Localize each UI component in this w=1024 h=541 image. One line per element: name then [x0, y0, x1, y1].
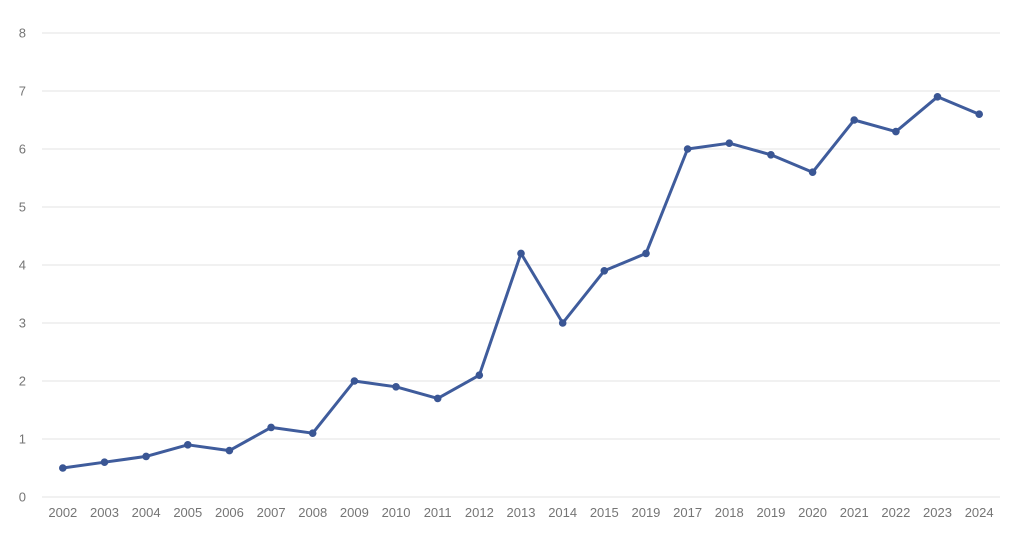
data-point	[142, 452, 150, 461]
data-point	[100, 458, 109, 467]
data-point	[808, 168, 817, 176]
data-point	[517, 249, 525, 258]
x-tick-label: 2024	[965, 505, 994, 520]
x-tick-label: 2007	[257, 505, 286, 520]
x-tick-label: 2004	[132, 505, 161, 520]
x-tick-label: 2003	[90, 505, 119, 520]
x-tick-label: 2019	[631, 505, 660, 520]
data-point	[975, 110, 983, 118]
data-point	[767, 151, 775, 159]
data-point	[392, 383, 400, 391]
data-point	[642, 249, 650, 258]
data-point	[600, 267, 609, 275]
y-tick-label: 0	[19, 490, 26, 505]
x-tick-label: 2020	[798, 505, 827, 520]
data-point	[933, 93, 942, 101]
x-tick-label: 2022	[881, 505, 910, 520]
x-tick-label: 2008	[298, 505, 327, 520]
y-tick-label: 5	[19, 200, 26, 215]
x-tick-label: 2014	[548, 505, 577, 520]
y-tick-label: 6	[19, 142, 26, 157]
y-tick-label: 3	[19, 316, 26, 331]
x-tick-label: 2002	[48, 505, 77, 520]
data-point	[892, 127, 900, 136]
x-tick-label: 2009	[340, 505, 369, 520]
x-tick-label: 2018	[715, 505, 744, 520]
x-tick-label: 2015	[590, 505, 619, 520]
data-point	[558, 319, 567, 327]
y-tick-label: 2	[19, 374, 26, 389]
data-point	[683, 145, 692, 153]
x-tick-label: 2011	[424, 505, 452, 520]
data-point	[184, 441, 192, 449]
y-tick-label: 1	[19, 432, 26, 447]
data-point	[475, 371, 484, 380]
data-point	[725, 139, 734, 147]
data-point	[850, 116, 858, 124]
x-tick-label: 2023	[923, 505, 952, 520]
y-tick-label: 7	[19, 84, 26, 99]
x-tick-label: 2012	[465, 505, 494, 520]
y-tick-label: 4	[19, 258, 26, 273]
x-tick-label: 2017	[673, 505, 702, 520]
x-tick-label: 2019	[756, 505, 785, 520]
x-tick-label: 2010	[382, 505, 411, 520]
y-tick-label: 8	[19, 26, 26, 41]
x-tick-label: 2006	[215, 505, 244, 520]
x-tick-label: 2013	[507, 505, 536, 520]
data-point	[308, 429, 317, 438]
data-point	[350, 377, 359, 385]
x-tick-label: 2005	[173, 505, 202, 520]
data-point	[267, 423, 275, 432]
data-point	[433, 394, 442, 403]
x-tick-label: 2021	[840, 505, 869, 520]
data-point	[59, 464, 67, 472]
data-point	[225, 446, 234, 455]
